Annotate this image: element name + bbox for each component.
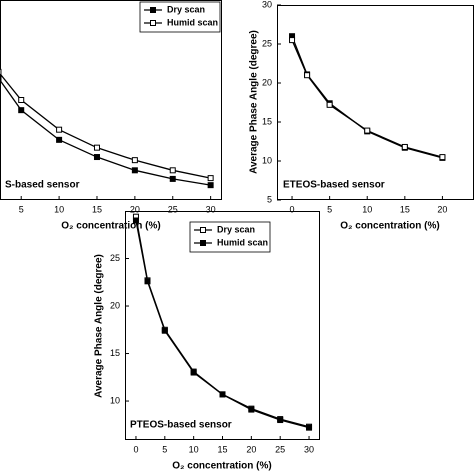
y-tick-label: 30 <box>262 0 272 9</box>
point <box>364 127 371 134</box>
point <box>56 136 63 143</box>
x-tick-label: 20 <box>246 444 256 454</box>
point <box>304 72 311 79</box>
y-tick-label: 15 <box>262 116 272 126</box>
point <box>326 101 333 108</box>
x-axis-label: O₂ concentration (%) <box>172 461 271 472</box>
point <box>306 424 313 431</box>
line <box>135 220 310 429</box>
plot-frame <box>277 5 474 200</box>
annotation: S-based sensor <box>5 180 80 191</box>
point <box>0 68 2 75</box>
x-tick-label: 0 <box>290 204 295 214</box>
point <box>161 327 168 334</box>
legend-marker <box>150 7 156 13</box>
legend-label: Humid scan <box>167 17 218 27</box>
point <box>277 417 284 424</box>
x-tick-label: 10 <box>189 444 199 454</box>
line <box>0 79 211 186</box>
point <box>219 391 226 398</box>
x-tick-label: 5 <box>162 444 167 454</box>
y-tick-label: 10 <box>262 155 272 165</box>
point <box>190 369 197 376</box>
point <box>169 167 176 174</box>
point <box>144 278 151 285</box>
x-tick-label: 5 <box>327 204 332 214</box>
point <box>93 154 100 161</box>
x-tick-label: 20 <box>130 204 140 214</box>
legend-marker <box>200 227 206 233</box>
point <box>18 107 25 114</box>
annotation: PTEOS-based sensor <box>130 420 232 431</box>
point <box>289 37 296 44</box>
x-tick-label: 10 <box>362 204 372 214</box>
point <box>18 97 25 103</box>
x-tick-label: 15 <box>217 444 227 454</box>
x-tick-label: 25 <box>168 204 178 214</box>
point <box>132 217 139 224</box>
x-axis-label: O₂ concentration (%) <box>340 221 439 232</box>
y-tick-label: 25 <box>262 38 272 48</box>
point <box>207 175 214 182</box>
y-tick-label: 5 <box>267 194 272 204</box>
point <box>401 143 408 150</box>
x-tick-label: 10 <box>54 204 64 214</box>
x-tick-label: 5 <box>19 204 24 214</box>
point <box>207 182 214 189</box>
x-tick-label: 30 <box>206 204 216 214</box>
plot-frame <box>0 0 222 200</box>
line <box>291 39 443 158</box>
x-tick-label: 20 <box>437 204 447 214</box>
x-tick-label: 15 <box>400 204 410 214</box>
legend-label: Dry scan <box>217 224 255 234</box>
x-axis-label: O₂ concentration (%) <box>61 221 160 232</box>
point <box>131 167 138 174</box>
legend-marker <box>150 20 156 26</box>
legend-label: Humid scan <box>217 237 268 247</box>
point <box>93 144 100 151</box>
y-tick-label: 10 <box>110 395 120 405</box>
point <box>439 154 446 161</box>
legend-label: Dry scan <box>167 4 205 14</box>
line <box>0 72 211 179</box>
y-tick-label: 20 <box>110 300 120 310</box>
legend-marker <box>200 240 206 246</box>
annotation: ETEOS-based sensor <box>283 180 385 191</box>
y-tick-label: 20 <box>262 77 272 87</box>
y-tick-label: 15 <box>110 348 120 358</box>
y-tick-label: 25 <box>110 253 120 263</box>
legend-box <box>139 1 221 33</box>
x-tick-label: 30 <box>304 444 314 454</box>
x-tick-label: 15 <box>92 204 102 214</box>
point <box>169 175 176 182</box>
x-tick-label: 25 <box>275 444 285 454</box>
point <box>131 157 138 164</box>
y-axis-label: Average Phase Angle (degree) <box>249 30 260 174</box>
point <box>56 126 63 133</box>
x-tick-label: 0 <box>133 444 138 454</box>
point <box>248 406 255 413</box>
point <box>0 75 2 82</box>
line <box>291 35 443 159</box>
y-axis-label: Average Phase Angle (degree) <box>94 254 105 398</box>
